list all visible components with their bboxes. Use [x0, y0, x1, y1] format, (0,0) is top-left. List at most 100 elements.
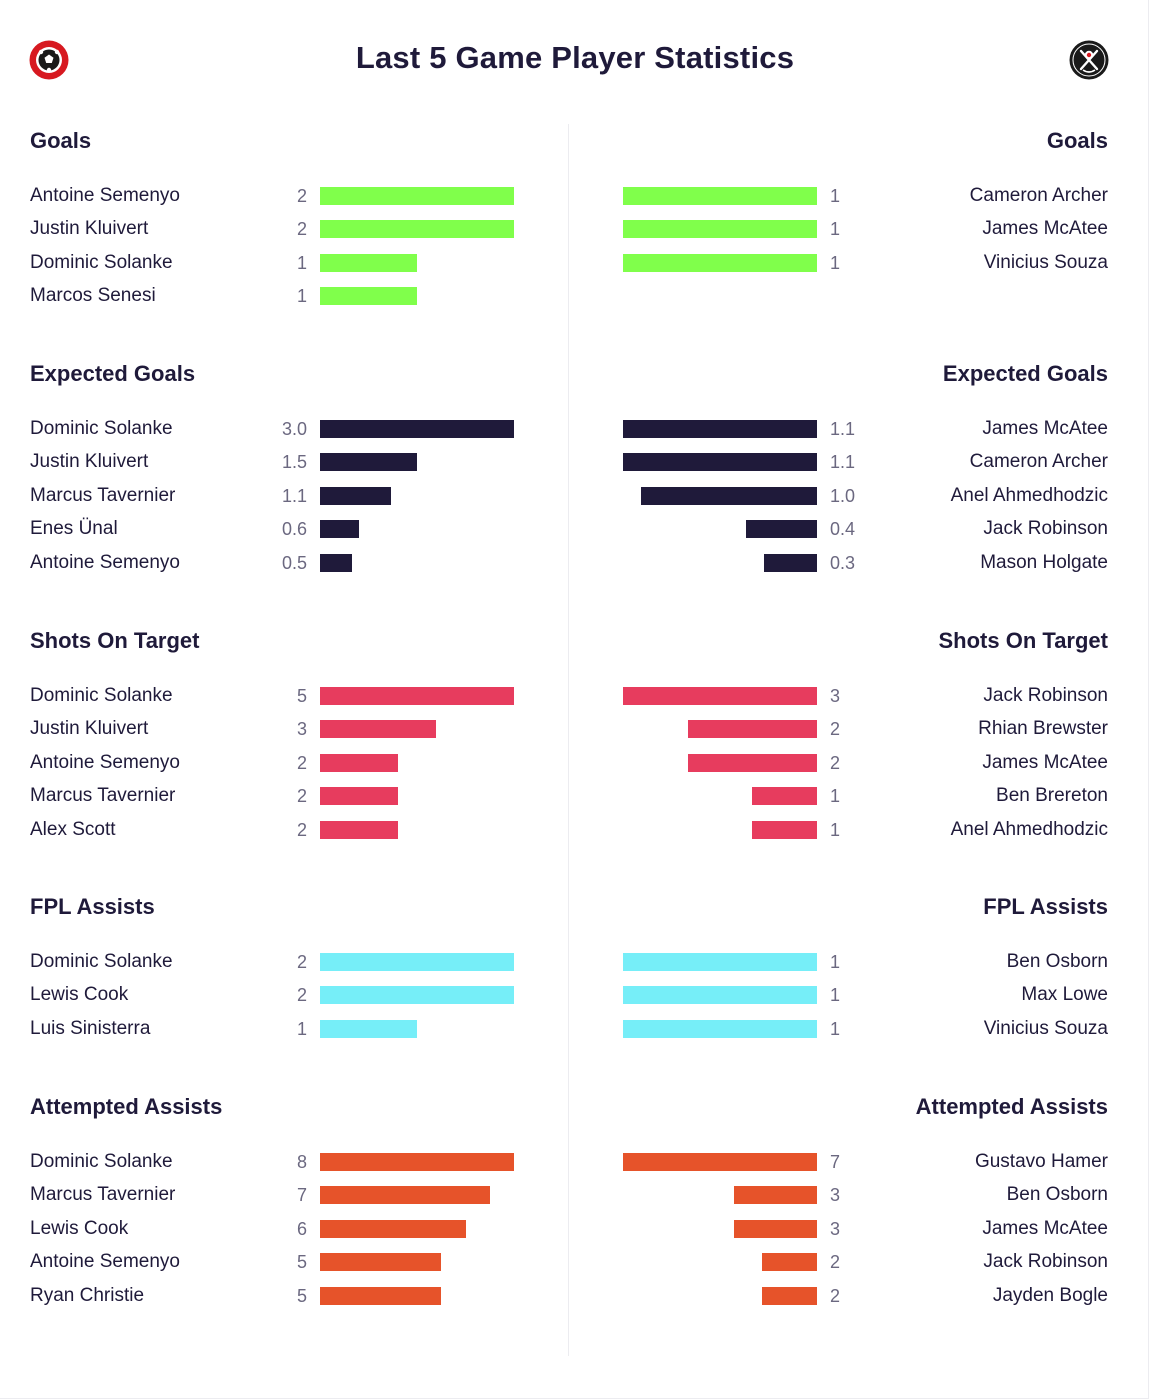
- page-title: Last 5 Game Player Statistics: [355, 40, 795, 75]
- data-label: 2: [296, 186, 307, 206]
- player-name: Antoine Semenyo: [30, 1251, 180, 1273]
- data-label: 0.5: [281, 552, 307, 573]
- data-label: 3: [296, 719, 307, 740]
- home-player-row: Marcus Tavernier 2: [0, 785, 1150, 815]
- header: Last 5 Game Player Statistics: [0, 0, 1150, 110]
- bar: [320, 720, 437, 739]
- away-player-row: 1 Vinicius Souza: [0, 252, 1150, 282]
- away-player-row: 2 Jayden Bogle: [0, 1285, 1150, 1315]
- player-name: Anel Ahmedhodzic: [950, 484, 1108, 506]
- home-player-row: Enes Ünal 0.6: [0, 518, 1150, 548]
- away-player-row: 1.1 James McAtee: [0, 418, 1150, 448]
- home-player-row: Dominic Solanke 8: [0, 1151, 1150, 1181]
- home-player-row: Ryan Christie 5: [0, 1285, 1150, 1315]
- bar: [623, 687, 817, 705]
- player-name: James McAtee: [982, 218, 1108, 240]
- player-name: Jack Robinson: [983, 1251, 1108, 1273]
- data-label: 2: [296, 952, 307, 972]
- stat-section: FPL Assists FPL Assists Dominic Solanke 2 Le…: [0, 894, 1150, 1134]
- player-name: Marcos Senesi: [30, 285, 156, 307]
- section-title-away: Goals: [1046, 128, 1108, 153]
- data-label: 7: [830, 1152, 841, 1172]
- player-name: Marcus Tavernier: [30, 785, 176, 807]
- player-name: Antoine Semenyo: [30, 551, 180, 573]
- bar: [320, 820, 398, 839]
- away-player-row: 1 James McAtee: [0, 218, 1150, 248]
- bar: [623, 1153, 817, 1171]
- home-player-row: Lewis Cook 2: [0, 984, 1150, 1014]
- stat-section: Shots On Target Shots On Target Dominic So…: [0, 628, 1150, 868]
- bar: [320, 287, 417, 306]
- player-name: Max Lowe: [1021, 984, 1108, 1006]
- away-player-row: 1 Cameron Archer: [0, 185, 1150, 215]
- away-player-row: 3 James McAtee: [0, 1218, 1150, 1248]
- player-name: Rhian Brewster: [978, 718, 1108, 740]
- bar: [752, 820, 817, 839]
- player-name: Lewis Cook: [30, 1217, 129, 1239]
- away-player-row: 3 Ben Osborn: [0, 1184, 1150, 1214]
- away-player-row: 1.0 Anel Ahmedhodzic: [0, 485, 1150, 515]
- player-name: Dominic Solanke: [30, 1151, 173, 1172]
- player-name: Ben Osborn: [1006, 951, 1108, 972]
- bar: [320, 986, 514, 1005]
- player-name: Jack Robinson: [983, 685, 1108, 706]
- bar: [320, 753, 398, 772]
- bar: [623, 453, 817, 472]
- bar: [320, 1186, 490, 1205]
- player-name: Jayden Bogle: [992, 1284, 1108, 1306]
- section-title-away: Attempted Assists: [915, 1094, 1108, 1119]
- player-name: James McAtee: [982, 418, 1108, 439]
- bar: [733, 1186, 817, 1205]
- player-name: Luis Sinisterra: [30, 1017, 151, 1039]
- bar: [623, 253, 817, 272]
- home-player-row: Dominic Solanke 1: [0, 252, 1150, 282]
- player-name: Enes Ünal: [30, 518, 118, 540]
- data-label: 1.1: [830, 419, 856, 439]
- bar: [623, 1019, 817, 1038]
- section-title-away: Expected Goals: [942, 361, 1108, 386]
- section-title-home: Expected Goals: [30, 361, 196, 386]
- data-label: 1.0: [830, 485, 856, 506]
- player-name: Mason Holgate: [980, 551, 1108, 573]
- bar: [320, 1153, 514, 1171]
- data-label: 2: [296, 219, 307, 240]
- home-player-row: Alex Scott 2: [0, 819, 1150, 849]
- bar: [320, 1286, 442, 1305]
- away-player-row: 0.3 Mason Holgate: [0, 552, 1150, 582]
- away-player-row: 0.4 Jack Robinson: [0, 518, 1150, 548]
- bar: [746, 520, 817, 539]
- away-player-row: 1 Ben Osborn: [0, 951, 1150, 981]
- bar: [320, 253, 417, 272]
- player-name: Dominic Solanke: [30, 951, 173, 972]
- player-name: James McAtee: [982, 1217, 1108, 1239]
- data-label: 0.3: [830, 552, 856, 573]
- away-player-row: 1 Max Lowe: [0, 984, 1150, 1014]
- player-name: Marcus Tavernier: [30, 1184, 176, 1206]
- section-title-home: Shots On Target: [30, 628, 200, 653]
- bar: [320, 1253, 442, 1272]
- player-name: Jack Robinson: [983, 518, 1108, 540]
- data-label: 2: [830, 752, 841, 773]
- home-player-row: Marcus Tavernier 1.1: [0, 485, 1150, 515]
- home-player-row: Marcos Senesi 1: [0, 285, 1150, 315]
- data-label: 2: [296, 752, 307, 773]
- away-player-row: 7 Gustavo Hamer: [0, 1151, 1150, 1181]
- away-player-row: 1 Anel Ahmedhodzic: [0, 819, 1150, 849]
- player-name: Dominic Solanke: [30, 251, 173, 273]
- data-label: 1: [296, 252, 307, 273]
- data-label: 6: [296, 1218, 307, 1239]
- home-player-row: Marcus Tavernier 7: [0, 1184, 1150, 1214]
- data-label: 1: [296, 286, 307, 307]
- away-player-row: 2 Jack Robinson: [0, 1251, 1150, 1281]
- data-label: 5: [296, 686, 307, 706]
- blades-crest-icon: [1069, 40, 1109, 80]
- data-label: 1: [830, 819, 841, 840]
- bar: [640, 486, 817, 505]
- player-name: Dominic Solanke: [30, 685, 173, 706]
- player-name: Antoine Semenyo: [30, 185, 180, 206]
- home-player-row: Dominic Solanke 2: [0, 951, 1150, 981]
- bar: [320, 1019, 417, 1038]
- bar: [320, 486, 392, 505]
- data-label: 2: [830, 719, 841, 740]
